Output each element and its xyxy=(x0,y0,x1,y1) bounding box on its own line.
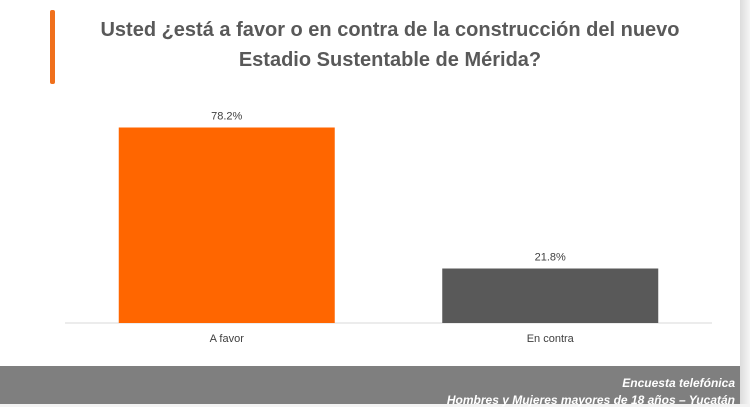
page-edge-shadow xyxy=(740,0,750,404)
category-label-1: En contra xyxy=(527,333,575,345)
chart-title-line-1: Usted ¿está a favor o en contra de la co… xyxy=(100,19,680,41)
accent-bar xyxy=(50,10,55,84)
bar-chart: 78.2% A favor 21.8% En contra xyxy=(65,111,712,345)
footer-population: Hombres y Mujeres mayores de 18 años – Y… xyxy=(446,393,735,407)
footer-survey-type: Encuesta telefónica xyxy=(622,376,735,390)
category-label-0: A favor xyxy=(210,333,245,345)
footer-band: Encuesta telefónica Hombres y Mujeres ma… xyxy=(0,366,740,407)
bars-group: 78.2% A favor 21.8% En contra xyxy=(118,111,659,345)
value-label-0: 78.2% xyxy=(211,111,242,123)
chart-title-line-2: Estadio Sustentable de Mérida? xyxy=(238,49,542,71)
bar-1 xyxy=(442,268,659,323)
chart-title: Usted ¿está a favor o en contra de la co… xyxy=(90,15,690,75)
bar-0 xyxy=(118,127,335,323)
value-label-1: 21.8% xyxy=(535,252,566,264)
